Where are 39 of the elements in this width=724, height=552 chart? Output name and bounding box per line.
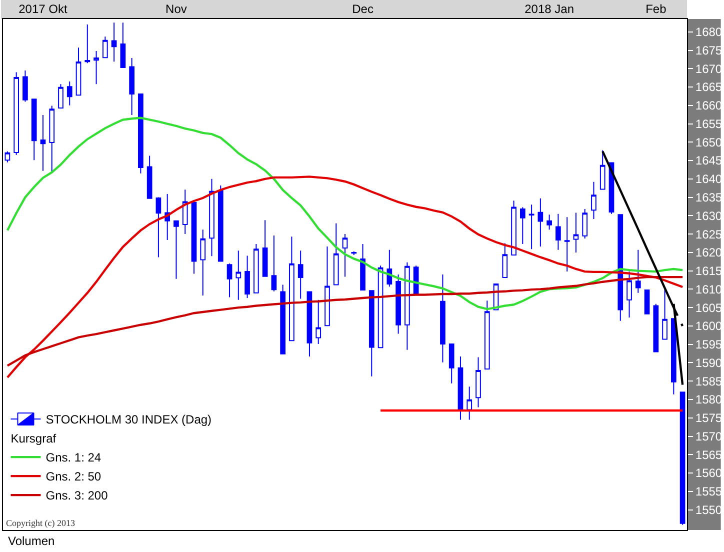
y-tick-label: 1550 xyxy=(695,502,722,517)
x-tick-label: Nov xyxy=(166,2,187,16)
x-tick-label: Dec xyxy=(352,2,374,16)
y-tick-label: 1640 xyxy=(695,172,722,186)
y-tick-label: 1580 xyxy=(695,392,722,407)
y-tick-label: 1600 xyxy=(695,319,722,334)
x-tick-label: Feb xyxy=(646,2,667,16)
y-tick-label: 1620 xyxy=(695,246,722,260)
legend-label: Gns. 3: 200 xyxy=(46,488,108,503)
y-tick-label: 1660 xyxy=(695,98,722,113)
y-tick-label: 1635 xyxy=(695,190,722,204)
legend-title: Kursgraf xyxy=(10,432,57,446)
legend-label: Gns. 1: 24 xyxy=(46,450,102,465)
legend-label: STOCKHOLM 30 INDEX (Dag) xyxy=(46,412,212,427)
y-tick-label: 1595 xyxy=(695,338,722,352)
y-tick-label: 1670 xyxy=(695,62,722,76)
x-tick-label: 2017 Okt xyxy=(18,2,68,16)
x-tick-label: 2018 Jan xyxy=(524,2,574,16)
y-tick-label: 1585 xyxy=(695,374,722,388)
annotation: Copyright (c) 2013 xyxy=(6,518,76,528)
y-tick-label: 1575 xyxy=(695,411,722,426)
legend-label: Gns. 2: 50 xyxy=(46,470,102,484)
text: Volumen xyxy=(8,534,55,548)
y-tick-label: 1645 xyxy=(695,154,722,168)
y-tick-label: 1675 xyxy=(695,43,722,58)
y-tick-label: 1570 xyxy=(695,429,722,444)
y-tick-label: 1665 xyxy=(695,80,722,94)
y-tick-label: 1565 xyxy=(695,448,722,462)
y-tick-label: 1560 xyxy=(695,466,722,480)
y-tick-label: 1680 xyxy=(695,25,722,40)
y-tick-label: 1605 xyxy=(695,300,722,315)
y-tick-label: 1630 xyxy=(695,208,722,223)
y-tick-label: 1555 xyxy=(695,484,722,499)
y-tick-label: 1650 xyxy=(695,135,722,150)
y-tick-label: 1655 xyxy=(695,116,722,131)
y-tick-label: 1610 xyxy=(695,282,722,296)
y-tick-label: 1615 xyxy=(695,264,722,278)
y-tick-label: 1625 xyxy=(695,227,722,242)
y-tick-label: 1590 xyxy=(695,356,722,370)
